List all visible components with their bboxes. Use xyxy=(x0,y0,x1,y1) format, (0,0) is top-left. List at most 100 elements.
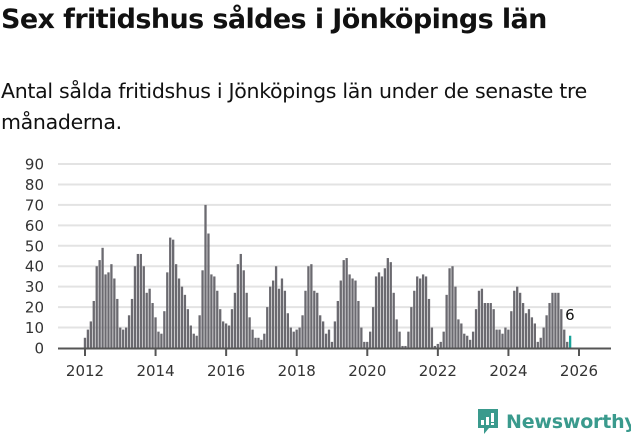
bar xyxy=(133,266,137,348)
bar xyxy=(151,303,154,348)
bar xyxy=(436,343,439,348)
bar xyxy=(122,329,125,348)
bar xyxy=(377,272,381,348)
logo-text: Newsworthy xyxy=(506,411,631,433)
bar xyxy=(410,307,413,348)
bar xyxy=(460,323,463,348)
bar xyxy=(266,307,269,348)
bar xyxy=(395,319,398,348)
bar xyxy=(230,309,234,348)
bar xyxy=(430,327,434,348)
bar xyxy=(239,253,242,348)
bar xyxy=(466,335,469,348)
bar xyxy=(527,309,531,348)
bar xyxy=(166,272,169,348)
bar xyxy=(333,321,337,348)
bar xyxy=(516,286,519,348)
bar xyxy=(183,294,187,348)
x-tick-label: 2024 xyxy=(489,362,527,380)
y-axis-labels: 0 10 20 30 40 50 60 70 80 90 xyxy=(25,156,44,358)
bar xyxy=(354,280,357,348)
y-tick-label: 30 xyxy=(25,278,44,296)
bar xyxy=(107,272,110,348)
bar xyxy=(471,331,475,348)
bar xyxy=(195,335,198,348)
latest-value-annotation: 6 xyxy=(565,306,575,324)
chart-subtitle: Antal sålda fritidshus i Jönköpings län … xyxy=(1,79,587,134)
bar xyxy=(557,292,560,348)
bar xyxy=(495,329,498,348)
bar xyxy=(566,341,569,348)
bar xyxy=(342,260,345,348)
bar xyxy=(113,278,116,348)
bar xyxy=(163,311,166,348)
bar xyxy=(307,266,310,348)
bar xyxy=(271,280,275,348)
y-tick-label: 70 xyxy=(25,196,44,214)
bar xyxy=(216,290,219,348)
x-axis-labels: 2012 2014 2016 2018 2020 2022 2024 2026 xyxy=(66,349,598,380)
bar xyxy=(277,288,281,348)
bar xyxy=(269,286,272,348)
bar xyxy=(224,323,228,348)
bar xyxy=(386,258,389,348)
bar xyxy=(139,253,142,348)
bar xyxy=(116,298,119,348)
bar xyxy=(254,337,257,348)
bar xyxy=(498,329,501,348)
bar xyxy=(348,274,351,348)
bar xyxy=(227,325,231,348)
bar xyxy=(539,337,542,348)
bar xyxy=(518,292,522,348)
bar xyxy=(424,276,428,348)
x-tick-label: 2012 xyxy=(66,362,104,380)
bar xyxy=(124,327,128,348)
x-tick-label: 2018 xyxy=(278,362,316,380)
bar xyxy=(336,300,339,348)
bar xyxy=(286,313,289,348)
bar xyxy=(536,341,539,348)
bar xyxy=(283,290,287,348)
y-tick-label: 10 xyxy=(25,319,44,337)
latest-bar xyxy=(568,335,572,348)
bar xyxy=(345,258,348,348)
bar xyxy=(222,321,225,348)
bar xyxy=(86,329,90,348)
bar xyxy=(548,303,551,348)
bar xyxy=(392,292,395,348)
bar xyxy=(513,290,516,348)
y-tick-label: 0 xyxy=(34,340,44,358)
bar xyxy=(448,268,451,348)
bar xyxy=(295,329,298,348)
bar xyxy=(383,268,387,348)
bar xyxy=(154,317,157,348)
bar xyxy=(157,331,160,348)
bar-chart: 0 10 20 30 40 50 60 70 80 90 2012 2014 2016 2018 2020… xyxy=(25,156,611,380)
bar xyxy=(463,333,466,348)
bar xyxy=(260,339,263,348)
bar xyxy=(280,278,284,348)
bar xyxy=(169,237,172,348)
x-tick-label: 2020 xyxy=(348,362,386,380)
bar xyxy=(201,270,204,348)
bar xyxy=(198,315,201,348)
bar xyxy=(457,319,460,348)
bar xyxy=(542,327,545,348)
bar xyxy=(148,288,151,348)
y-tick-label: 80 xyxy=(25,176,44,194)
bar xyxy=(180,286,184,348)
bar xyxy=(563,329,566,348)
bar xyxy=(486,303,489,348)
bar xyxy=(524,313,528,348)
bar xyxy=(251,329,254,348)
bar xyxy=(301,315,304,348)
bar xyxy=(233,292,237,348)
bar xyxy=(83,337,87,348)
bar xyxy=(504,327,507,348)
bar xyxy=(380,276,384,348)
bar xyxy=(98,260,101,348)
bar xyxy=(263,333,266,348)
bar xyxy=(210,274,213,348)
bar xyxy=(551,292,554,348)
bar xyxy=(313,290,316,348)
